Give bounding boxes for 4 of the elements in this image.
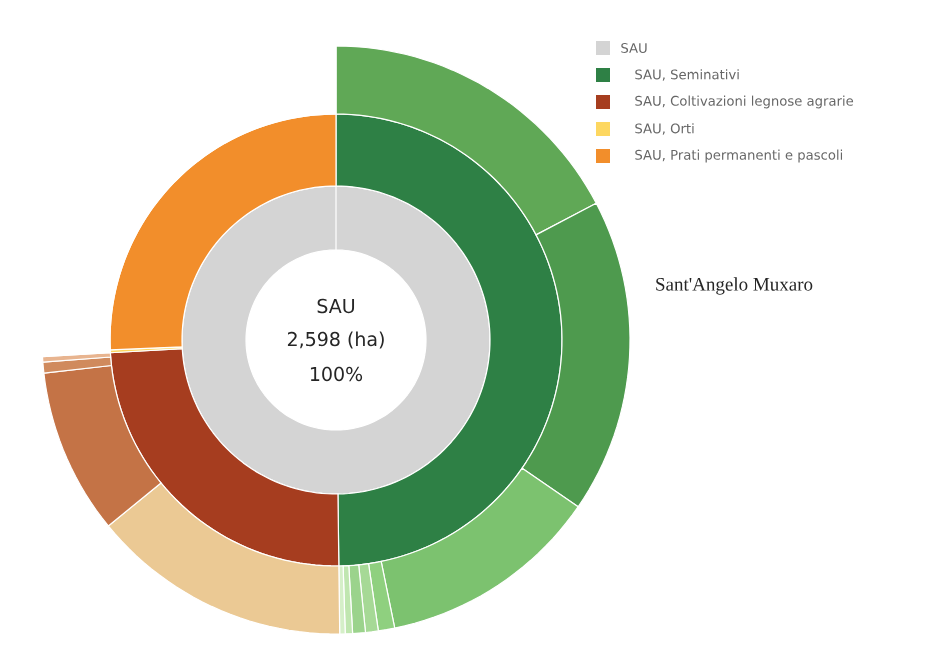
text: 100% bbox=[310, 366, 363, 382]
text: SAU bbox=[317, 298, 355, 314]
text: 2,598 (ha) bbox=[287, 331, 384, 349]
text: Sant'Angelo Muxaro bbox=[656, 277, 813, 295]
